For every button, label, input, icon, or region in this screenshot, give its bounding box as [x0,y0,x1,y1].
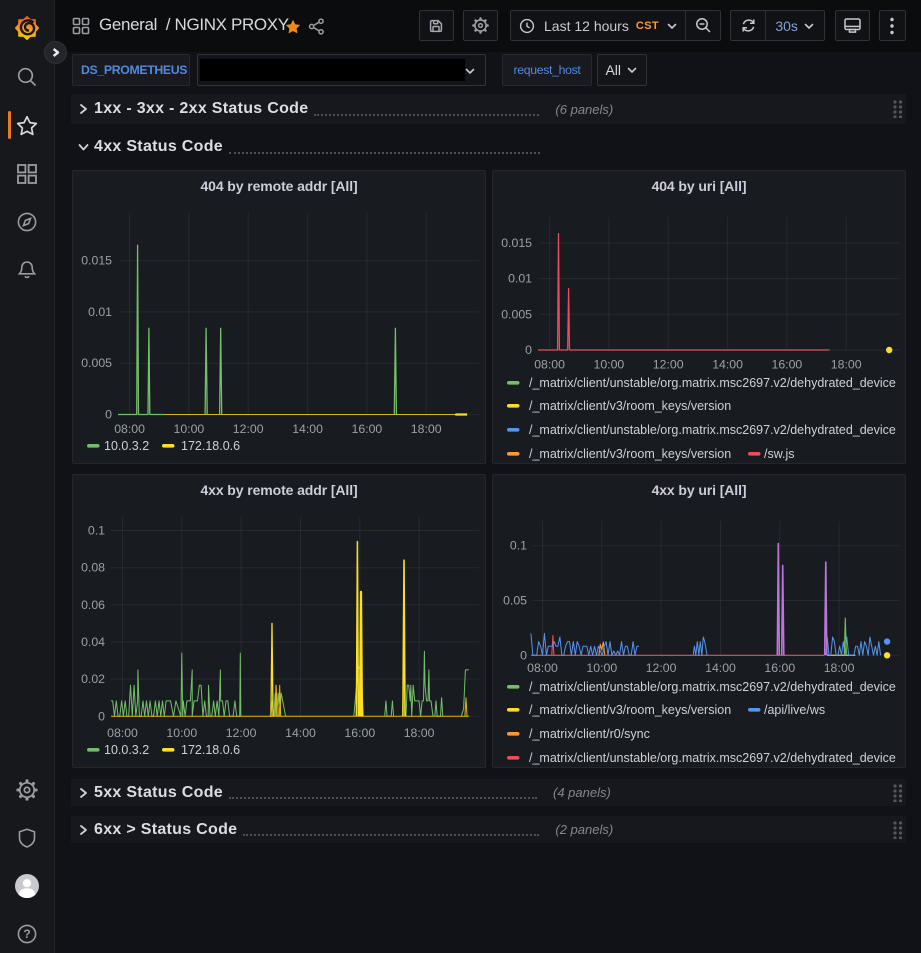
svg-text:0.005: 0.005 [501,307,532,321]
svg-text:0: 0 [520,648,527,662]
svg-text:14:00: 14:00 [285,726,316,740]
svg-text:10:00: 10:00 [586,661,617,675]
svg-text:/_matrix/client/r0/sync: /_matrix/client/r0/sync [529,727,650,741]
svg-text:10.0.3.2: 10.0.3.2 [104,439,149,453]
svg-text:12:00: 12:00 [653,358,684,372]
svg-text:10:00: 10:00 [174,422,205,436]
svg-text:16:00: 16:00 [764,661,795,675]
svg-text:16:00: 16:00 [344,726,375,740]
svg-text:16:00: 16:00 [352,422,383,436]
svg-text:12:00: 12:00 [646,661,677,675]
svg-text:?: ? [23,927,30,941]
svg-text:/_matrix/client/unstable/org.m: /_matrix/client/unstable/org.matrix.msc2… [529,751,896,765]
svg-text:0.06: 0.06 [81,598,105,612]
svg-text:14:00: 14:00 [705,661,736,675]
svg-text:12:00: 12:00 [226,726,257,740]
svg-text:/_matrix/client/unstable/org.m: /_matrix/client/unstable/org.matrix.msc2… [529,423,896,437]
svg-text:/_matrix/client/v3/room_keys/v: /_matrix/client/v3/room_keys/version [529,447,731,461]
svg-text:172.18.0.6: 172.18.0.6 [181,743,240,757]
svg-text:18:00: 18:00 [831,358,862,372]
svg-text:08:00: 08:00 [527,661,558,675]
svg-text:0.05: 0.05 [503,594,527,608]
svg-text:0.015: 0.015 [501,236,532,250]
svg-text:08:00: 08:00 [114,422,145,436]
svg-text:18:00: 18:00 [824,661,855,675]
svg-text:/api/live/ws: /api/live/ws [764,703,825,717]
svg-text:0.04: 0.04 [81,635,105,649]
svg-text:0.1: 0.1 [510,539,527,553]
svg-text:/_matrix/client/unstable/org.m: /_matrix/client/unstable/org.matrix.msc2… [529,376,896,390]
svg-text:0.005: 0.005 [81,356,112,370]
svg-text:0.01: 0.01 [508,272,532,286]
svg-text:10:00: 10:00 [594,358,625,372]
svg-text:/_matrix/client/v3/room_keys/v: /_matrix/client/v3/room_keys/version [529,703,731,717]
svg-text:12:00: 12:00 [233,422,264,436]
svg-text:172.18.0.6: 172.18.0.6 [181,439,240,453]
svg-text:18:00: 18:00 [404,726,435,740]
svg-text:16:00: 16:00 [772,358,803,372]
svg-text:10.0.3.2: 10.0.3.2 [104,743,149,757]
svg-text:14:00: 14:00 [292,422,323,436]
svg-text:08:00: 08:00 [534,358,565,372]
svg-text:08:00: 08:00 [107,726,138,740]
svg-text:0: 0 [98,709,105,723]
svg-text:0: 0 [525,343,532,357]
svg-text:0.1: 0.1 [88,524,105,538]
svg-text:0.02: 0.02 [81,672,105,686]
svg-text:0: 0 [105,408,112,422]
svg-text:0.015: 0.015 [81,254,112,268]
svg-text:/_matrix/client/unstable/org.m: /_matrix/client/unstable/org.matrix.msc2… [529,680,896,694]
svg-text:/sw.js: /sw.js [764,447,795,461]
svg-text:0.01: 0.01 [88,305,112,319]
svg-text:0.08: 0.08 [81,561,105,575]
svg-text:14:00: 14:00 [712,358,743,372]
svg-text:10:00: 10:00 [166,726,197,740]
svg-text:/_matrix/client/v3/room_keys/v: /_matrix/client/v3/room_keys/version [529,399,731,413]
svg-text:18:00: 18:00 [411,422,442,436]
